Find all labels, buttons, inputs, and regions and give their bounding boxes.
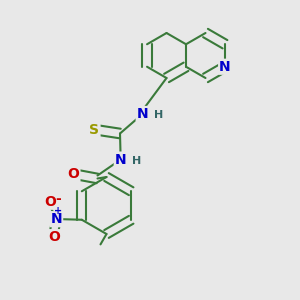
Text: N: N bbox=[50, 212, 62, 226]
Text: H: H bbox=[133, 156, 142, 166]
Text: +: + bbox=[54, 206, 62, 216]
Text: N: N bbox=[219, 60, 231, 74]
Text: H: H bbox=[154, 110, 164, 121]
Text: O: O bbox=[48, 230, 60, 244]
Text: -: - bbox=[55, 192, 61, 206]
Text: O: O bbox=[44, 195, 56, 209]
Text: N: N bbox=[137, 107, 148, 121]
Text: O: O bbox=[68, 167, 80, 181]
Text: N: N bbox=[115, 153, 126, 166]
Text: S: S bbox=[89, 123, 100, 136]
